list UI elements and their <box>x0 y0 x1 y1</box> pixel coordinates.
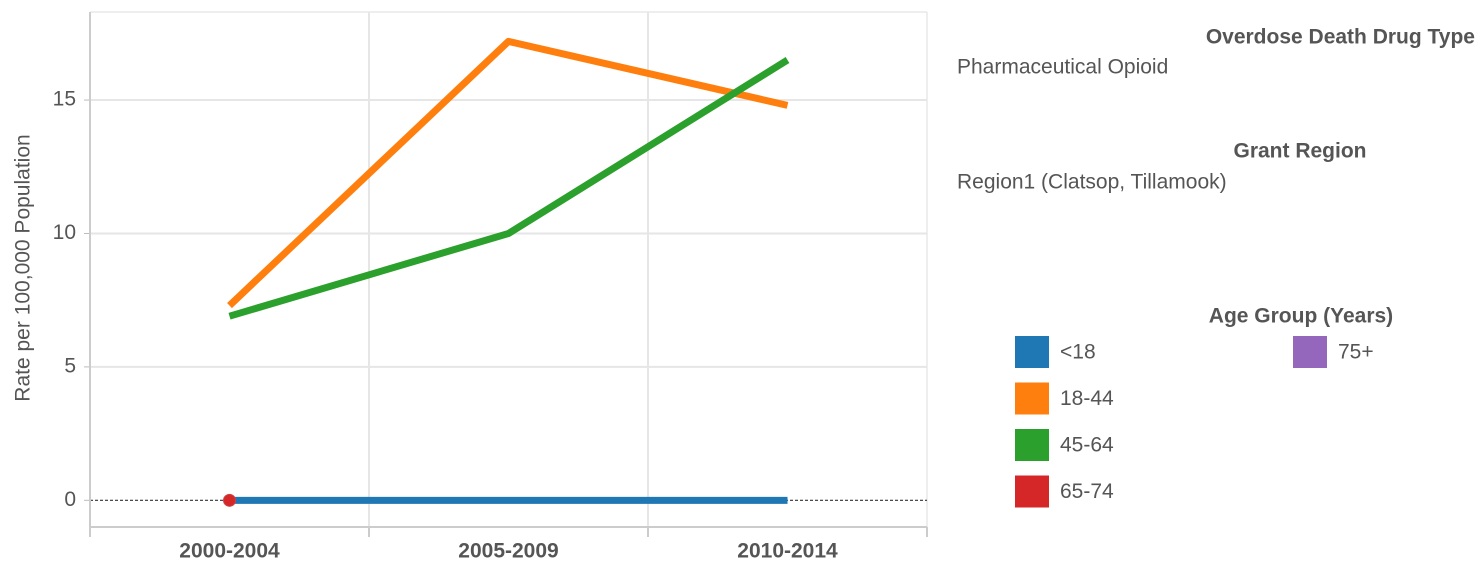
legend-label: 65-74 <box>1060 480 1114 503</box>
y-tick-label: 10 <box>53 221 76 244</box>
legend-label: 75+ <box>1338 341 1374 364</box>
filter-title: Grant Region <box>1233 140 1366 163</box>
point <box>223 493 236 507</box>
x-tick-label: 2005-2009 <box>458 540 558 563</box>
y-tick-label: 5 <box>64 354 76 377</box>
legend-label: 45-64 <box>1060 434 1114 457</box>
series-line <box>227 37 789 309</box>
legend-swatch <box>1015 475 1049 508</box>
legend-title: Age Group (Years) <box>1209 305 1393 328</box>
filter-value: Region1 (Clatsop, Tillamook) <box>957 171 1227 194</box>
legend-swatch <box>1015 382 1049 415</box>
legend-swatch <box>1015 429 1049 461</box>
filter-title: Overdose Death Drug Type <box>1206 26 1475 49</box>
legend-swatch <box>1015 336 1049 368</box>
legend-swatch <box>1293 336 1327 368</box>
y-tick-label: 0 <box>64 488 76 511</box>
legend-label: 18-44 <box>1060 387 1114 410</box>
legend-label: <18 <box>1060 341 1096 364</box>
filter-value: Pharmaceutical Opioid <box>957 56 1168 79</box>
y-axis-label: Rate per 100,000 Population <box>12 134 35 401</box>
x-tick-label: 2000-2004 <box>179 540 280 563</box>
series-line <box>228 57 790 320</box>
y-tick-label: 15 <box>53 88 76 111</box>
x-tick-label: 2010-2014 <box>737 540 838 563</box>
